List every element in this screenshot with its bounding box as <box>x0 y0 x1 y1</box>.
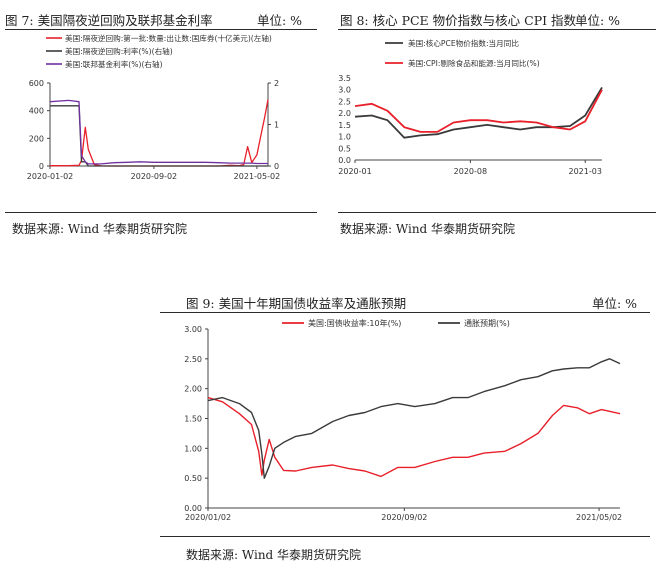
y-tick-label: 2.50 <box>184 355 202 364</box>
x-tick-label: 2021-03 <box>568 167 601 176</box>
y-tick-label: 2.0 <box>338 109 351 118</box>
series-line-1 <box>50 99 269 167</box>
legend-label: 美国:CPI:剔除食品和能源:当月同比(%) <box>408 58 540 68</box>
y-tick-label: 3.0 <box>338 86 351 95</box>
fig9-bottom-rule <box>160 536 650 537</box>
fig7-source: 数据来源: Wind 华泰期货研究院 <box>12 222 188 236</box>
legend-label: 美国:联邦基金利率(%)(右轴) <box>65 59 163 69</box>
legend-label: 美国:国债收益率:10年(%) <box>308 318 401 328</box>
fig9-title-rule <box>160 312 650 313</box>
y-right-tick-label: 2 <box>274 79 279 88</box>
legend-label: 美国:隔夜逆回购:利率(%)(右轴) <box>65 46 173 56</box>
series-line-2 <box>354 89 603 133</box>
series-line-2 <box>207 358 621 479</box>
y-tick-label: 0.50 <box>184 474 202 483</box>
x-tick-label: 2020-08 <box>454 167 487 176</box>
x-tick-label: 2020/09/02 <box>381 513 427 522</box>
x-tick-label: 2020-01 <box>338 167 371 176</box>
legend-label: 美国:核心PCE物价指数:当月同比 <box>408 38 519 48</box>
y-left-tick-label: 200 <box>29 134 44 143</box>
y-tick-label: 0.5 <box>338 144 351 153</box>
fig7-title: 图 7: 美国隔夜逆回购及联邦基金利率 <box>5 13 213 28</box>
series-line-3 <box>49 99 268 165</box>
fig8-title: 图 8: 核心 PCE 物价指数与核心 CPI 指数 <box>340 13 577 28</box>
y-left-tick-label: 600 <box>29 79 44 88</box>
y-tick-label: 3.5 <box>338 74 351 83</box>
legend-label: 美国:隔夜逆回购:第一批:数量:出让数:国库券(十亿美元)(左轴) <box>65 33 272 43</box>
x-tick-label: 2020-01-02 <box>27 172 74 181</box>
y-tick-label: 0.00 <box>184 504 202 513</box>
fig8-title-rule <box>338 29 656 30</box>
y-tick-label: 2.5 <box>338 97 351 106</box>
fig8-unit: 单位: % <box>575 13 621 28</box>
fig8-source: 数据来源: Wind 华泰期货研究院 <box>340 222 516 236</box>
series-line-1 <box>354 86 603 139</box>
y-tick-label: 3.00 <box>184 325 202 334</box>
y-left-tick-label: 0 <box>39 162 44 171</box>
series-line-1 <box>207 396 621 478</box>
x-tick-label: 2021-05-02 <box>234 172 281 181</box>
y-right-tick-label: 0 <box>274 162 279 171</box>
legend-label: 通胀预期(%) <box>464 318 510 328</box>
y-tick-label: 1.00 <box>184 444 202 453</box>
y-tick-label: 1.50 <box>184 415 202 424</box>
fig9-unit: 单位: % <box>592 296 638 311</box>
x-tick-label: 2021/05/02 <box>576 513 622 522</box>
fig9-chart: 0.00 0.50 1.00 1.50 2.00 2.50 3.00 2020/01/02 20… <box>184 318 622 522</box>
fig9-title: 图 9: 美国十年期国债收益率及通胀预期 <box>186 296 407 311</box>
y-tick-label: 0.0 <box>338 156 351 165</box>
fig7-unit: 单位: % <box>257 13 303 28</box>
y-tick-label: 2.00 <box>184 385 202 394</box>
fig9-source: 数据来源: Wind 华泰期货研究院 <box>186 548 362 562</box>
fig7-chart: 0 200 400 600 0 1 2 2020-01-02 2020-09-02 2021-05… <box>27 33 281 181</box>
x-tick-label: 2020/01/02 <box>185 513 231 522</box>
fig8-bottom-rule <box>338 212 656 213</box>
y-tick-label: 1.0 <box>338 133 351 142</box>
y-left-tick-label: 400 <box>29 107 44 116</box>
fig7-bottom-rule <box>5 212 317 213</box>
x-tick-label: 2020-09-02 <box>131 172 178 181</box>
y-tick-label: 1.5 <box>338 121 351 130</box>
fig8-chart: 0.0 0.5 1.0 1.5 2.0 2.5 3.0 3.5 2020-01 2020-08 20… <box>338 38 603 176</box>
fig7-title-rule <box>5 29 317 30</box>
y-right-tick-label: 1 <box>274 121 279 130</box>
